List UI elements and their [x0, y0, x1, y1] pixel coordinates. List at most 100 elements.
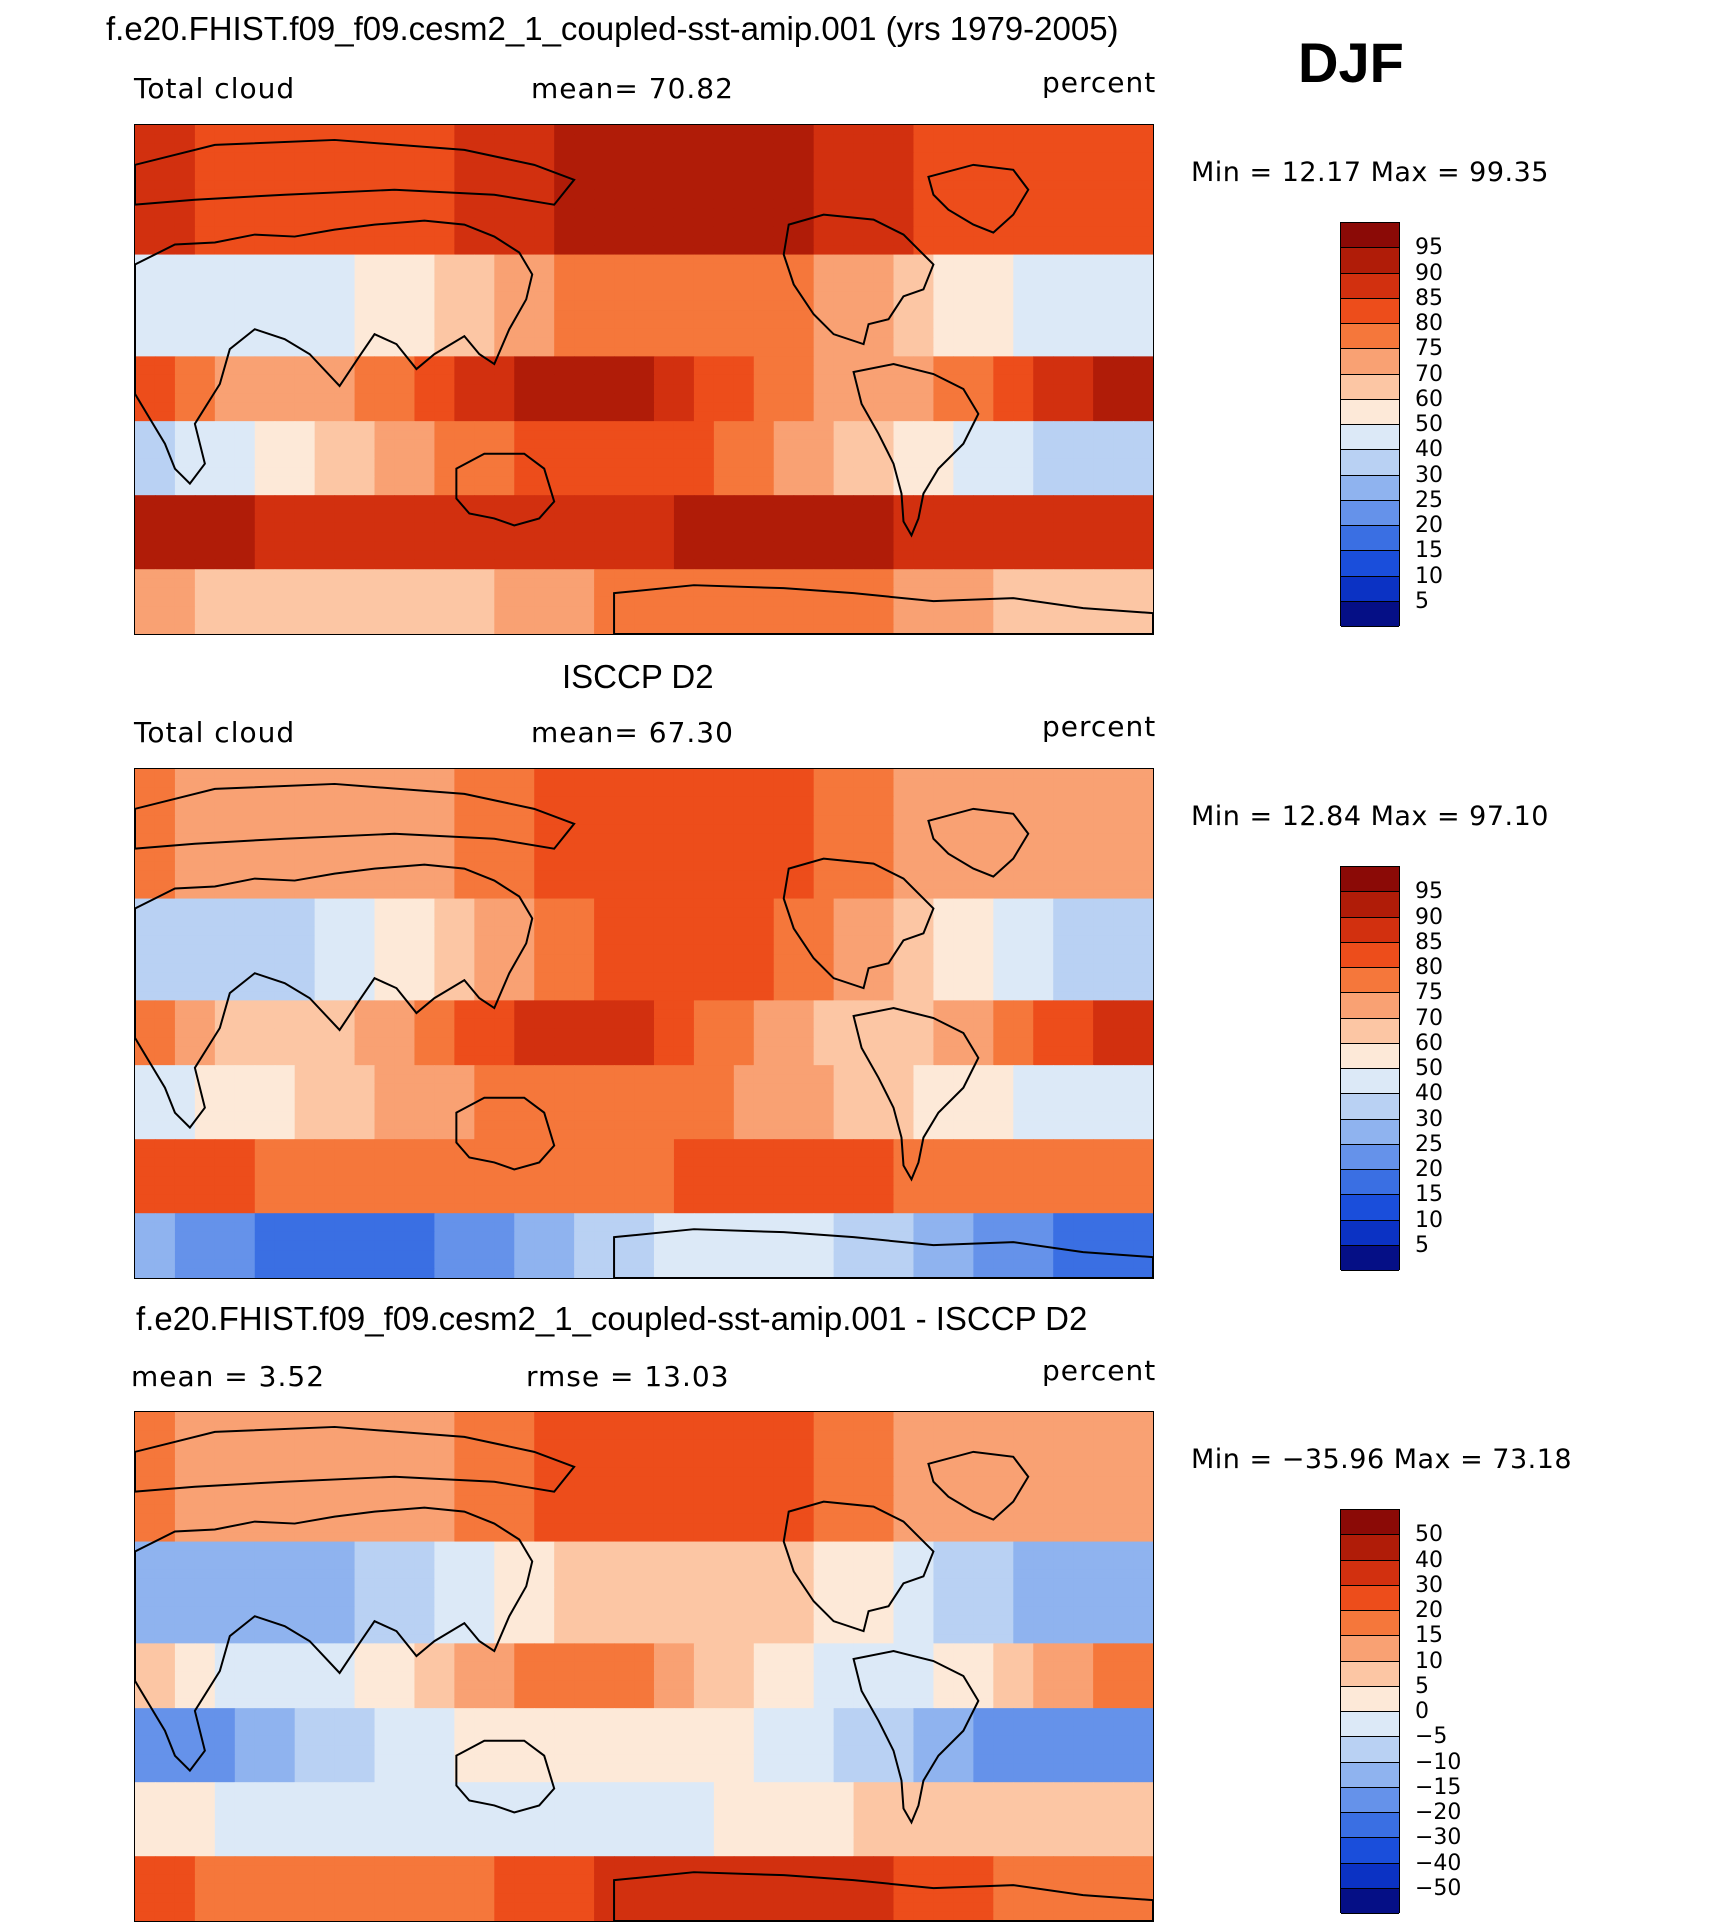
contour-cell	[773, 559, 795, 570]
contour-cell	[374, 143, 395, 154]
contour-cell	[1133, 226, 1153, 237]
contour-cell	[1013, 963, 1034, 974]
contour-cell	[713, 615, 735, 626]
contour-cell	[753, 981, 775, 992]
contour-cell	[234, 824, 256, 835]
contour-cell	[653, 337, 675, 348]
contour-cell	[294, 143, 316, 154]
contour-cell	[1053, 189, 1074, 200]
contour-cell	[154, 1074, 176, 1085]
contour-cell	[713, 606, 735, 616]
contour-cell	[434, 907, 455, 918]
contour-cell	[833, 1092, 855, 1103]
contour-cell	[673, 254, 695, 265]
contour-cell	[434, 833, 455, 844]
contour-cell	[574, 569, 595, 579]
contour-cell	[434, 1148, 455, 1159]
contour-cell	[833, 935, 855, 946]
contour-cell	[574, 880, 595, 890]
contour-cell	[474, 926, 495, 937]
contour-cell	[993, 402, 1014, 413]
contour-cell	[135, 384, 156, 394]
contour-cell	[773, 310, 795, 320]
contour-cell	[733, 615, 755, 626]
contour-cell	[374, 1055, 395, 1066]
contour-cell	[1093, 806, 1114, 816]
contour-cell	[234, 356, 256, 367]
contour-cell	[833, 615, 855, 626]
contour-cell	[474, 1000, 495, 1011]
contour-cell	[1053, 522, 1074, 533]
contour-cell	[793, 815, 815, 826]
contour-cell	[1073, 254, 1094, 265]
contour-cell	[135, 162, 156, 172]
contour-cell	[494, 310, 515, 320]
contour-cell	[693, 615, 715, 626]
contour-cell	[614, 180, 635, 191]
contour-cell	[713, 796, 735, 807]
contour-cell	[773, 263, 795, 274]
contour-cell	[1013, 870, 1034, 881]
contour-cell	[653, 624, 675, 634]
contour-cell	[294, 1065, 316, 1075]
contour-cell	[693, 448, 715, 459]
contour-cell	[653, 1055, 675, 1066]
contour-cell	[214, 152, 236, 163]
contour-cell	[793, 1046, 815, 1057]
contour-cell	[634, 226, 655, 237]
contour-cell	[873, 134, 895, 145]
contour-cell	[414, 1046, 435, 1057]
contour-cell	[793, 254, 815, 265]
contour-cell	[354, 596, 376, 607]
contour-cell	[1113, 880, 1134, 890]
contour-cell	[653, 411, 675, 422]
contour-cell	[254, 1046, 276, 1057]
contour-cell	[434, 513, 455, 524]
contour-cell	[334, 1148, 356, 1159]
contour-cell	[993, 134, 1014, 145]
contour-cell	[1093, 769, 1114, 779]
contour-cell	[614, 596, 635, 607]
contour-cell	[1073, 291, 1094, 302]
contour-cell	[314, 935, 336, 946]
contour-cell	[833, 485, 855, 496]
contour-cell	[154, 319, 176, 330]
contour-cell	[1133, 532, 1153, 542]
contour-cell	[1073, 559, 1094, 570]
contour-cell	[933, 991, 954, 1001]
contour-cell	[913, 972, 934, 983]
contour-cell	[174, 532, 196, 542]
contour-cell	[594, 513, 615, 524]
contour-cell	[374, 291, 395, 302]
contour-cell	[414, 467, 435, 478]
coastline	[782, 213, 935, 346]
contour-cell	[614, 171, 635, 182]
contour-cell	[354, 880, 376, 890]
contour-cell	[434, 374, 455, 385]
contour-cell	[933, 1074, 954, 1085]
contour-cell	[514, 917, 535, 927]
contour-cell	[194, 319, 216, 330]
contour-cell	[653, 273, 675, 283]
contour-cell	[135, 944, 156, 955]
contour-cell	[933, 1148, 954, 1159]
contour-cell	[1053, 1139, 1074, 1149]
contour-cell	[693, 1083, 715, 1094]
contour-cell	[733, 263, 755, 274]
contour-cell	[773, 1129, 795, 1140]
contour-cell	[913, 1055, 934, 1066]
contour-cell	[713, 880, 735, 890]
contour-cell	[1093, 402, 1114, 413]
contour-cell	[713, 870, 735, 881]
contour-cell	[234, 569, 256, 579]
contour-cell	[554, 954, 575, 964]
contour-cell	[174, 467, 196, 478]
contour-cell	[514, 559, 535, 570]
contour-cell	[414, 972, 435, 983]
contour-cell	[693, 778, 715, 789]
contour-cell	[873, 152, 895, 163]
contour-cell	[454, 944, 475, 955]
contour-cell	[514, 870, 535, 881]
contour-cell	[813, 1092, 835, 1103]
contour-cell	[554, 1065, 575, 1075]
